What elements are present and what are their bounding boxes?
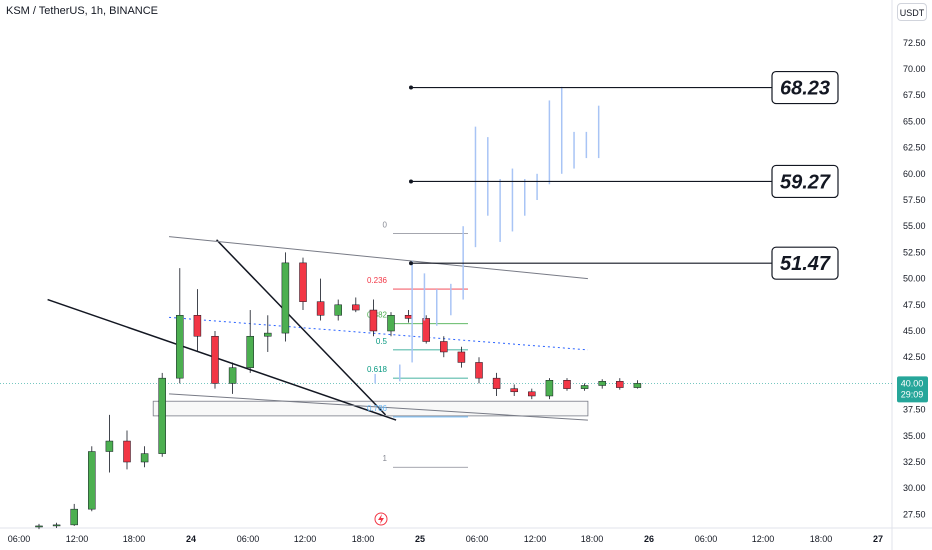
fib-level-label: 0.236	[367, 276, 388, 285]
candle-body	[352, 304, 360, 311]
candle-body	[598, 381, 606, 386]
target-label-box	[771, 164, 839, 199]
x-tick-label: 18:00	[581, 534, 604, 544]
candle-body	[246, 335, 254, 368]
x-tick-label: 12:00	[752, 534, 775, 544]
candle-body	[193, 315, 202, 337]
candle-body	[633, 383, 642, 388]
y-tick-label: 70.00	[903, 64, 926, 74]
candle-body	[105, 440, 114, 452]
target-label-box	[771, 70, 839, 105]
target-label: 68.23	[780, 78, 830, 100]
x-tick-label: 18:00	[123, 534, 146, 544]
trendline	[216, 239, 387, 416]
lightning-icon-glyph	[378, 514, 384, 524]
candle-body	[387, 315, 395, 332]
candle-body	[176, 315, 184, 379]
x-tick-label: 06:00	[466, 534, 489, 544]
candle-body	[228, 367, 237, 384]
x-tick-label: 18:00	[352, 534, 375, 544]
target-label: 59.27	[780, 171, 831, 193]
candle-body	[492, 377, 501, 389]
candle-body	[528, 391, 536, 397]
fib-level-label: 0	[383, 221, 388, 230]
candle-body	[580, 385, 589, 389]
candle-body	[264, 332, 272, 337]
currency-unit-button[interactable]: USDT	[897, 3, 927, 21]
y-tick-label: 35.00	[903, 431, 926, 441]
x-tick-label: 06:00	[695, 534, 718, 544]
y-tick-label: 45.00	[903, 326, 926, 336]
y-tick-label: 72.50	[903, 38, 926, 48]
candle-body	[299, 262, 307, 302]
y-tick-label: 32.50	[903, 457, 926, 467]
support-zone	[152, 400, 589, 417]
target-label: 51.47	[780, 253, 831, 275]
fib-level-label: 0.786	[367, 404, 388, 413]
candle-body	[475, 362, 483, 379]
fib-level-label: 0.5	[376, 337, 388, 346]
candle-body	[88, 451, 96, 510]
candle-body	[211, 335, 219, 384]
candle-body	[440, 341, 448, 353]
x-tick-label: 24	[186, 534, 196, 544]
y-tick-label: 30.00	[903, 483, 926, 493]
last-price-countdown: 29:09	[901, 389, 924, 399]
trendline	[169, 316, 588, 351]
x-tick-label: 12:00	[294, 534, 317, 544]
x-tick-label: 18:00	[810, 534, 833, 544]
candle-body	[457, 351, 466, 363]
trendline	[169, 393, 588, 421]
candle-body	[70, 508, 78, 526]
x-tick-label: 06:00	[237, 534, 260, 544]
candle-body	[422, 318, 430, 342]
x-tick-label: 26	[644, 534, 654, 544]
x-tick-label: 06:00	[8, 534, 31, 544]
candle-body	[140, 453, 149, 463]
target-label-box	[771, 246, 839, 280]
candle-body	[404, 315, 413, 319]
y-tick-label: 27.50	[903, 509, 926, 519]
y-tick-label: 62.50	[903, 143, 926, 153]
x-tick-label: 27	[873, 534, 883, 544]
candle-body	[510, 388, 518, 393]
trendline	[47, 298, 397, 421]
x-tick-label: 12:00	[66, 534, 89, 544]
x-tick-label: 12:00	[524, 534, 547, 544]
candle-body	[334, 304, 342, 316]
candle-body	[123, 440, 131, 463]
y-tick-label: 47.50	[903, 300, 926, 310]
fib-level-label: 0.618	[367, 365, 388, 374]
y-tick-label: 55.00	[903, 221, 926, 231]
trendline	[168, 236, 588, 280]
candle-body	[316, 301, 325, 316]
candle-body	[281, 262, 290, 334]
last-price-value: 40.00	[901, 378, 924, 388]
y-tick-label: 42.50	[903, 352, 926, 362]
y-tick-label: 50.00	[903, 274, 926, 284]
candle-body	[158, 377, 166, 454]
x-tick-label: 25	[415, 534, 425, 544]
y-tick-label: 65.00	[903, 116, 926, 126]
last-price-tag	[897, 376, 928, 403]
candle-body	[369, 309, 378, 332]
candle-body	[52, 524, 61, 527]
y-tick-label: 52.50	[903, 247, 926, 257]
candle-body	[563, 380, 571, 389]
chart-title: KSM / TetherUS, 1h, BINANCE	[6, 5, 159, 17]
y-tick-label: 57.50	[903, 195, 926, 205]
fib-level-label: 1	[383, 454, 388, 463]
fib-level-label: 0.382	[367, 311, 388, 320]
candle-body	[35, 525, 43, 528]
y-tick-label: 67.50	[903, 90, 926, 100]
y-tick-label: 60.00	[903, 169, 926, 179]
y-tick-label: 37.50	[903, 405, 926, 415]
candle-body	[616, 381, 624, 388]
candle-body	[545, 380, 554, 397]
